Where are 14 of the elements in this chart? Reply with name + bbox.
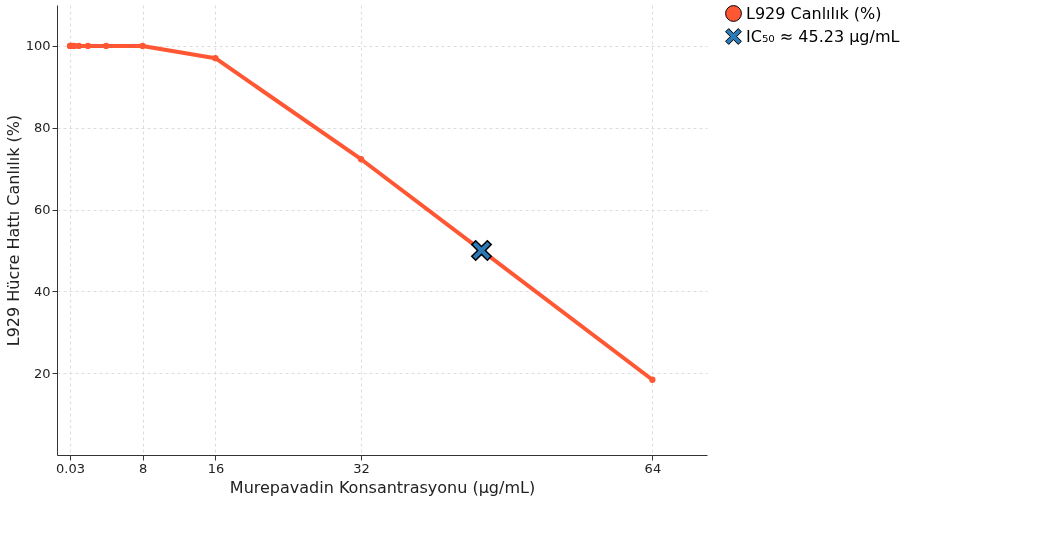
x-tick-label: 0.03 [56,460,85,476]
y-tick-label: 20 [33,365,51,381]
x-tick-label: 32 [353,460,370,476]
y-tick-label: 80 [33,120,51,136]
y-tick-label: 60 [33,202,51,218]
y-tick-label: 100 [25,38,51,54]
y-axis-title: L929 Hücre Hattı Canlılık (%) [3,114,23,347]
x-tick-label: 8 [138,460,148,476]
x-tick-label: 16 [207,460,225,476]
legend-label: L929 Canlılık (%) [746,3,882,23]
legend-label: IC₅₀ ≈ 45.23 µg/mL [746,26,900,46]
x-tick-label: 64 [644,460,662,476]
x-axis-title: Murepavadin Konsantrasyonu (µg/mL) [229,477,536,497]
y-tick-label: 40 [33,283,51,299]
